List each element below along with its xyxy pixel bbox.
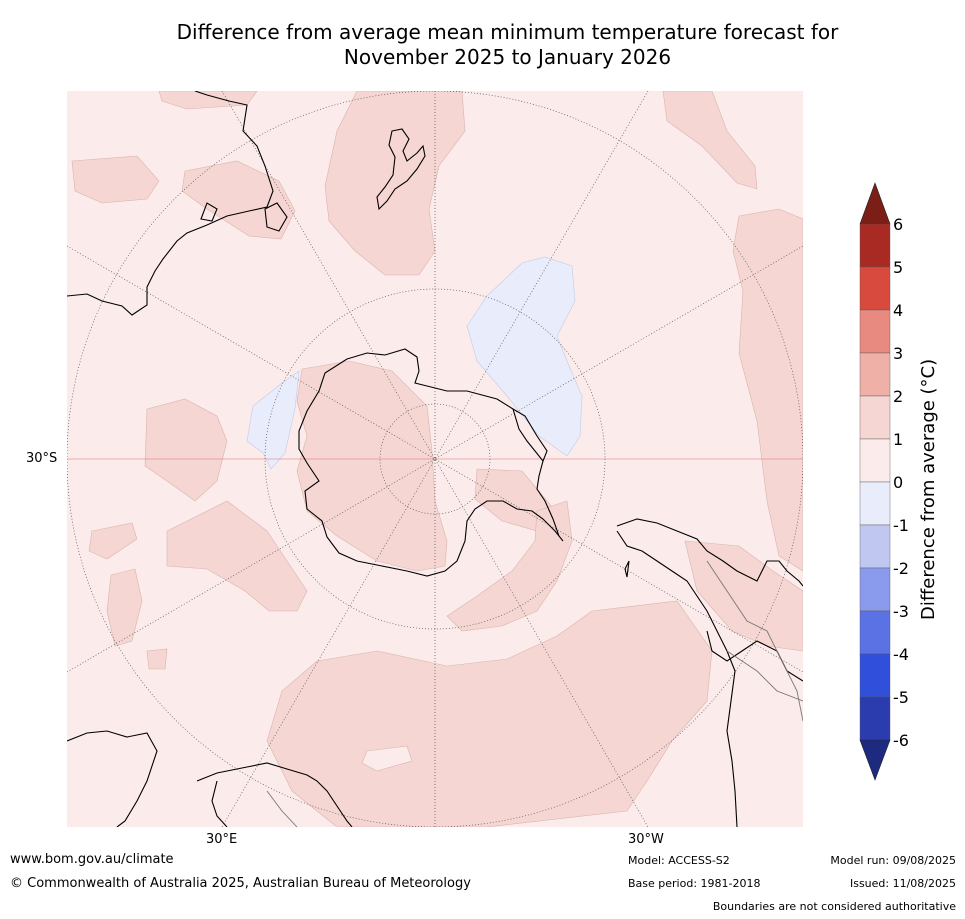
model-info: Model: ACCESS-S2 bbox=[628, 854, 730, 867]
map-title: Difference from average mean minimum tem… bbox=[50, 20, 965, 70]
colorbar-tick: 3 bbox=[893, 344, 904, 363]
issued-date: Issued: 11/08/2025 bbox=[849, 877, 956, 890]
colorbar-tick: -5 bbox=[893, 688, 909, 707]
colorbar-label: Difference from average (°C) bbox=[918, 358, 939, 620]
colorbar-tick: -6 bbox=[893, 731, 909, 750]
colorbar-tick: 4 bbox=[893, 301, 904, 320]
colorbar-tick: 6 bbox=[893, 215, 904, 234]
colorbar-tick: -2 bbox=[893, 559, 909, 578]
title-line-1: Difference from average mean minimum tem… bbox=[176, 20, 839, 44]
copyright-notice: © Commonwealth of Australia 2025, Austra… bbox=[10, 876, 471, 891]
colorbar-tick: 2 bbox=[893, 387, 904, 406]
colorbar-band-5-6 bbox=[859, 223, 891, 268]
model-run-date: Model run: 09/08/2025 bbox=[830, 854, 956, 867]
colorbar-tick: -4 bbox=[893, 645, 909, 664]
colorbar-band-3-4 bbox=[859, 309, 891, 354]
colorbar-tick: 0 bbox=[893, 473, 904, 492]
colorbar-tick: -3 bbox=[893, 602, 909, 621]
colorbar-over-arrow bbox=[859, 182, 891, 225]
base-period-info: Base period: 1981-2018 bbox=[628, 877, 761, 890]
colorbar bbox=[855, 180, 965, 785]
latitude-label: 30°S bbox=[26, 451, 58, 466]
country-borders bbox=[266, 560, 803, 827]
colorbar-band-m1-0 bbox=[859, 481, 891, 526]
graticule bbox=[67, 91, 803, 827]
colorbar-band-m3-m2 bbox=[859, 567, 891, 612]
anomaly-minus-1-0-regions bbox=[246, 256, 583, 470]
colorbar-tick: 5 bbox=[893, 258, 904, 277]
longitude-label-30w: 30°W bbox=[628, 832, 664, 847]
title-line-2: November 2025 to January 2026 bbox=[343, 45, 672, 69]
colorbar-band-0-1 bbox=[859, 438, 891, 483]
longitude-label-30e: 30°E bbox=[206, 832, 238, 847]
boundaries-disclaimer: Boundaries are not considered authoritat… bbox=[712, 900, 956, 913]
colorbar-band-m5-m4 bbox=[859, 653, 891, 698]
colorbar-band-4-5 bbox=[859, 266, 891, 311]
anomaly-1-2-regions bbox=[71, 91, 803, 827]
colorbar-tick: -1 bbox=[893, 516, 909, 535]
website-link[interactable]: www.bom.gov.au/climate bbox=[10, 852, 174, 867]
colorbar-band-m2-m1 bbox=[859, 524, 891, 569]
colorbar-band-1-2 bbox=[859, 395, 891, 440]
colorbar-tick: 1 bbox=[893, 430, 904, 449]
south-polar-map bbox=[67, 91, 803, 827]
colorbar-band-2-3 bbox=[859, 352, 891, 397]
colorbar-under-arrow bbox=[859, 739, 891, 781]
coastlines bbox=[67, 91, 803, 827]
colorbar-band-m6-m5 bbox=[859, 696, 891, 741]
colorbar-band-m4-m3 bbox=[859, 610, 891, 655]
